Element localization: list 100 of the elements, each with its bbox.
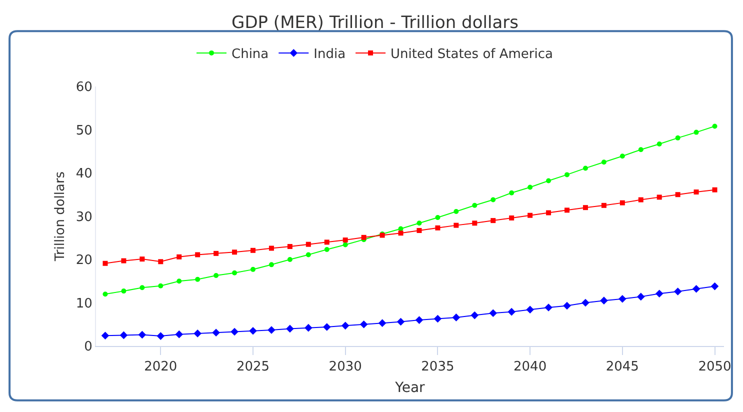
point	[230, 328, 238, 336]
point	[434, 314, 442, 323]
point	[636, 292, 645, 301]
point	[415, 316, 424, 324]
point	[361, 234, 366, 240]
point	[675, 192, 680, 198]
legend-label: United States of America	[390, 47, 553, 62]
point	[528, 212, 533, 218]
x-axis-title: Year	[394, 380, 426, 396]
point	[158, 259, 164, 264]
point	[710, 282, 719, 290]
point	[101, 332, 110, 340]
point	[508, 308, 516, 316]
point	[396, 318, 405, 326]
point	[544, 304, 552, 312]
point	[268, 262, 274, 268]
point	[564, 172, 570, 178]
point	[620, 154, 625, 159]
point	[250, 266, 256, 272]
point	[435, 215, 440, 220]
y-tick-label: 50	[76, 123, 92, 138]
point	[509, 215, 514, 220]
point	[306, 252, 311, 258]
point	[489, 309, 498, 318]
point	[378, 319, 386, 327]
point	[176, 278, 182, 284]
point	[490, 218, 496, 224]
point	[249, 326, 257, 335]
point	[454, 208, 459, 214]
point	[582, 166, 588, 171]
x-tick-label: 2040	[514, 360, 547, 375]
point	[454, 222, 459, 228]
y-tick-label: 30	[76, 210, 92, 225]
point	[195, 276, 200, 282]
point	[472, 202, 478, 208]
point	[121, 258, 126, 264]
x-tick-label: 2045	[606, 360, 639, 375]
point	[600, 296, 608, 304]
point	[176, 254, 182, 260]
point	[656, 141, 662, 146]
point	[268, 326, 276, 334]
y-tick-label: 0	[84, 340, 92, 355]
point	[526, 306, 534, 314]
x-tick-label: 2025	[236, 360, 270, 375]
point	[322, 323, 331, 331]
point	[324, 240, 330, 245]
point	[287, 244, 292, 250]
y-tick-label: 60	[76, 80, 92, 95]
point	[175, 330, 184, 338]
point	[158, 283, 164, 288]
point	[306, 242, 311, 247]
point	[342, 242, 348, 248]
point	[601, 160, 606, 165]
point	[712, 124, 718, 129]
point	[528, 184, 533, 190]
point	[582, 205, 588, 210]
point	[121, 288, 126, 294]
point	[655, 290, 664, 298]
point	[140, 285, 145, 290]
point	[452, 314, 460, 322]
x-tick-label: 2030	[328, 360, 362, 375]
x-tick-label: 2035	[421, 360, 454, 375]
point	[675, 135, 680, 140]
point	[490, 197, 496, 202]
point	[638, 197, 644, 202]
point	[232, 250, 238, 255]
point	[638, 147, 644, 152]
point	[268, 246, 274, 251]
chart-title: GDP (MER) Trillion - Trillion dollars	[232, 12, 519, 33]
point	[212, 328, 220, 336]
point	[304, 324, 312, 332]
point	[564, 208, 570, 213]
point	[656, 194, 662, 200]
point	[250, 248, 256, 253]
point	[102, 260, 108, 266]
point	[416, 220, 422, 226]
point	[509, 190, 514, 196]
point	[694, 130, 699, 135]
point	[195, 252, 200, 258]
point	[618, 294, 626, 303]
point	[674, 288, 682, 296]
point	[214, 272, 219, 278]
point	[692, 285, 700, 293]
point	[416, 228, 422, 233]
point	[140, 256, 145, 262]
point	[360, 320, 368, 328]
point	[156, 332, 165, 340]
y-tick-label: 10	[76, 296, 92, 312]
point	[138, 330, 146, 339]
point	[712, 187, 718, 192]
point	[398, 230, 404, 236]
point	[342, 238, 348, 243]
point	[546, 178, 552, 184]
point	[341, 322, 350, 330]
point	[287, 256, 292, 262]
y-axis-title: Trillion dollars	[52, 171, 68, 262]
point	[120, 331, 128, 340]
point	[620, 200, 625, 206]
point	[563, 302, 571, 310]
legend-label: India	[314, 47, 346, 62]
